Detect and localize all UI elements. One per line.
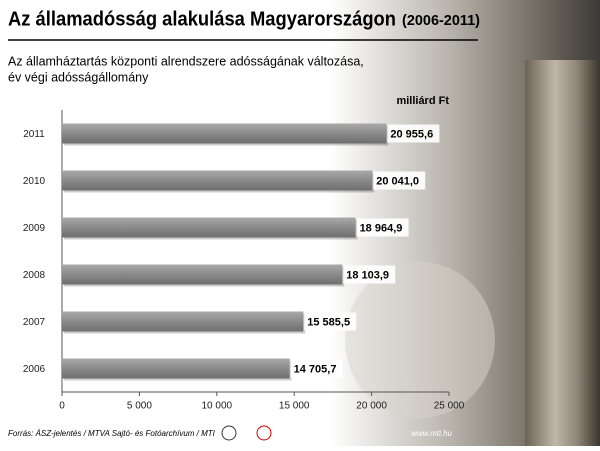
x-tick-label: 0 — [59, 401, 65, 412]
x-tick-label: 20 000 — [356, 401, 387, 412]
value-label: 15 585,5 — [307, 316, 350, 328]
value-label-bg — [387, 124, 440, 143]
bar — [62, 311, 304, 332]
unit-label: milliárd Ft — [396, 95, 449, 107]
x-tick-label: 15 000 — [279, 401, 310, 412]
value-label-bg — [343, 265, 396, 284]
value-label: 20 955,6 — [390, 128, 433, 140]
value-label: 18 964,9 — [360, 222, 403, 234]
coin — [345, 262, 495, 418]
bar — [62, 264, 343, 285]
bar — [62, 170, 373, 191]
x-tick-label: 10 000 — [202, 401, 233, 412]
y-tick-label: 2009 — [23, 223, 46, 234]
value-label: 18 103,9 — [346, 269, 389, 281]
subtitle: Az államháztartás központi alrendszere a… — [8, 54, 364, 68]
y-tick-label: 2010 — [23, 176, 46, 187]
chart-title: Az államadósság alakulása Magyarországon — [8, 8, 396, 30]
x-tick-label: 25 000 — [434, 401, 465, 412]
bar — [62, 217, 356, 238]
subtitle: év végi adósságállomány — [8, 70, 149, 84]
y-tick-label: 2007 — [23, 317, 46, 328]
logo — [256, 425, 272, 441]
source: Forrás: ÁSZ-jelentés / MTVA Sajtó- és Fo… — [8, 429, 216, 438]
y-tick-label: 2011 — [23, 129, 45, 140]
value-label: 20 041,0 — [376, 175, 419, 187]
value-label: 14 705,7 — [294, 363, 337, 375]
chart-title-period: (2006-2011) — [402, 12, 480, 29]
y-tick-label: 2006 — [23, 364, 46, 375]
value-label-bg — [356, 218, 409, 237]
logo — [221, 425, 237, 441]
value-label-bg — [373, 171, 426, 190]
coin-stack — [525, 60, 600, 446]
value-label-bg — [290, 359, 343, 378]
website: www.mti.hu — [411, 429, 452, 438]
x-tick-label: 5 000 — [127, 401, 152, 412]
value-label-bg — [304, 312, 357, 331]
y-tick-label: 2008 — [23, 270, 46, 281]
bar — [62, 123, 387, 144]
bar — [62, 358, 290, 379]
